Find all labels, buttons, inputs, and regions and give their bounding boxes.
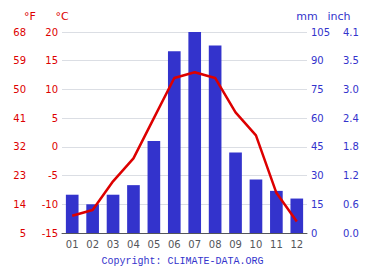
svg-text:5: 5 (20, 228, 26, 239)
svg-text:75: 75 (311, 84, 324, 95)
svg-text:50: 50 (13, 84, 26, 95)
svg-text:04: 04 (127, 239, 140, 250)
svg-text:30: 30 (311, 170, 324, 181)
svg-text:59: 59 (13, 55, 26, 66)
svg-text:14: 14 (13, 199, 26, 210)
svg-text:68: 68 (13, 27, 26, 38)
svg-text:41: 41 (13, 113, 26, 124)
svg-text:°F: °F (24, 10, 36, 23)
svg-text:0.0: 0.0 (343, 228, 359, 239)
svg-text:32: 32 (13, 141, 26, 152)
svg-text:1.8: 1.8 (343, 141, 359, 152)
svg-text:-15: -15 (42, 228, 58, 239)
svg-text:inch: inch (327, 10, 350, 23)
svg-text:-10: -10 (42, 199, 58, 210)
svg-text:4.1: 4.1 (343, 27, 359, 38)
svg-text:11: 11 (270, 239, 283, 250)
svg-text:mm: mm (296, 10, 317, 23)
svg-text:1.2: 1.2 (343, 170, 359, 181)
svg-text:°C: °C (55, 10, 69, 23)
svg-text:3.0: 3.0 (343, 84, 359, 95)
svg-text:5: 5 (52, 113, 58, 124)
svg-text:06: 06 (168, 239, 181, 250)
svg-text:03: 03 (107, 239, 120, 250)
svg-text:12: 12 (290, 239, 303, 250)
svg-text:07: 07 (188, 239, 201, 250)
svg-text:20: 20 (45, 27, 58, 38)
svg-text:09: 09 (229, 239, 242, 250)
svg-text:-5: -5 (48, 170, 58, 181)
svg-text:2.4: 2.4 (343, 113, 359, 124)
svg-text:105: 105 (311, 27, 330, 38)
svg-text:90: 90 (311, 55, 324, 66)
svg-text:0: 0 (52, 141, 58, 152)
svg-text:08: 08 (209, 239, 222, 250)
svg-text:01: 01 (66, 239, 79, 250)
svg-text:0: 0 (311, 228, 317, 239)
svg-text:15: 15 (45, 55, 58, 66)
svg-text:0.6: 0.6 (343, 199, 359, 210)
svg-text:23: 23 (13, 170, 26, 181)
svg-text:Copyright: CLIMATE-DATA.ORG: Copyright: CLIMATE-DATA.ORG (101, 256, 263, 267)
svg-text:10: 10 (45, 84, 58, 95)
svg-text:60: 60 (311, 113, 324, 124)
svg-text:05: 05 (148, 239, 161, 250)
svg-text:3.5: 3.5 (343, 55, 359, 66)
svg-text:45: 45 (311, 141, 324, 152)
svg-text:15: 15 (311, 199, 324, 210)
svg-text:02: 02 (86, 239, 99, 250)
svg-text:10: 10 (250, 239, 263, 250)
